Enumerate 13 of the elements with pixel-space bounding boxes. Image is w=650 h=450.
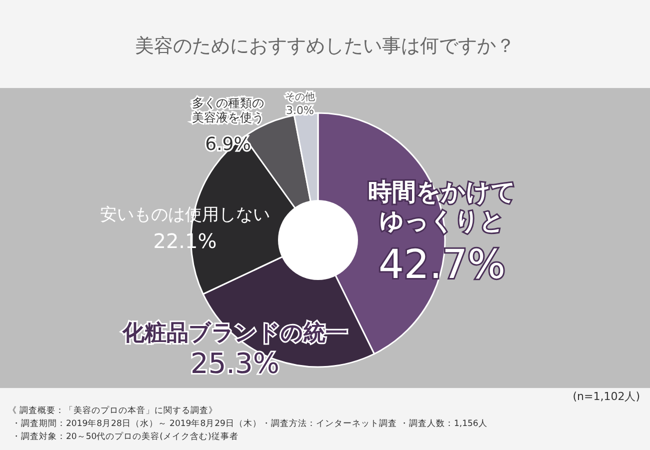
slice-label: 化粧品ブランドの統一: [122, 321, 348, 346]
text: (n=1,102人): [572, 390, 640, 403]
text: ・調査方法：インターネット調査: [262, 418, 397, 429]
chart-title: 美容のためにおすすめしたい事は何ですか？: [135, 35, 515, 57]
text: ・調査人数：1,156人: [400, 418, 488, 429]
text: 《 調査概要：「美容のプロの本音」に関する調査》: [8, 405, 218, 416]
text: ・調査対象：20～50代のプロの美容(メイク含む)従事者: [12, 431, 238, 442]
data-label: 42.7%: [378, 242, 506, 288]
data-label: 3.0%: [286, 104, 314, 117]
text: ・調査期間：2019年8月28日（水）～ 2019年8月29日（木）: [12, 418, 262, 429]
slice-label: その他: [285, 91, 315, 103]
data-label: 25.3%: [190, 347, 280, 380]
slice-label: 多くの種類の美容液を使う: [192, 96, 264, 124]
